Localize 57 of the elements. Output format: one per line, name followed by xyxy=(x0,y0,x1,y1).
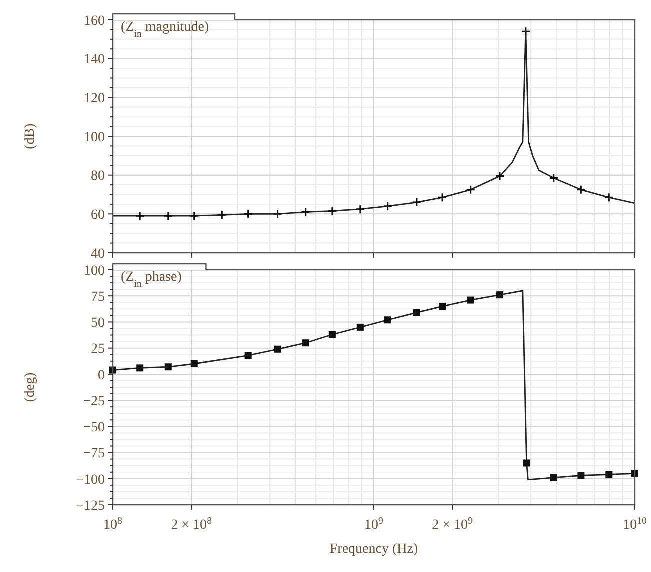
point xyxy=(412,198,422,208)
y-axis-title: (dB) xyxy=(23,123,38,150)
x-tick-label: 10$^{9}$ xyxy=(364,516,384,533)
point xyxy=(301,207,311,217)
point xyxy=(244,352,252,360)
point xyxy=(549,173,559,183)
point xyxy=(273,209,283,219)
point xyxy=(217,210,227,220)
x-tick-label: 2 × 10$^{8}$ xyxy=(171,516,212,533)
point xyxy=(550,474,558,482)
y-tick-label: 50 xyxy=(91,316,105,332)
chart-title: (Z$_{in}$ phase) xyxy=(121,270,182,290)
y-tick-label: 160 xyxy=(84,14,105,29)
point xyxy=(438,192,448,202)
y-tick-label: 80 xyxy=(91,169,105,184)
point xyxy=(164,211,174,221)
y-tick-label: 40 xyxy=(91,246,105,262)
point xyxy=(384,316,392,324)
point xyxy=(467,296,474,304)
x-axis-title: Frequency (Hz) xyxy=(330,542,418,557)
x-tick-label: 10$^{8}$ xyxy=(104,516,123,533)
point xyxy=(413,309,420,316)
y-tick-label: 0 xyxy=(98,368,105,384)
y-axis-title: (deg) xyxy=(23,372,38,402)
y-tick-label: 60 xyxy=(91,208,105,224)
y-tick-label: 75 xyxy=(91,290,105,306)
x-tick-label: 10$^{10}$ xyxy=(623,516,647,533)
point xyxy=(135,211,145,221)
point xyxy=(356,324,364,331)
point xyxy=(190,211,200,221)
point xyxy=(302,340,310,347)
y-tick-label: 140 xyxy=(84,52,105,68)
point xyxy=(576,185,586,195)
y-tick-label: 120 xyxy=(84,92,105,107)
point xyxy=(328,206,338,216)
point xyxy=(606,471,613,478)
point xyxy=(604,192,614,202)
y-tick-label: −100 xyxy=(76,472,105,488)
point xyxy=(578,472,585,480)
y-tick-label: 25 xyxy=(91,342,105,358)
point xyxy=(466,185,476,195)
y-tick-label: −75 xyxy=(83,446,105,462)
y-tick-label: 100 xyxy=(84,264,105,279)
point xyxy=(495,172,505,182)
x-tick-label: 2 × 10$^{9}$ xyxy=(432,516,474,533)
point xyxy=(274,346,282,353)
y-tick-label: −50 xyxy=(83,420,105,436)
point xyxy=(523,460,530,467)
y-tick-label: −125 xyxy=(76,498,105,514)
point xyxy=(439,303,446,310)
y-tick-label: 100 xyxy=(84,130,105,146)
point xyxy=(383,202,393,212)
point xyxy=(521,26,531,36)
chart-title: (Z$_{in}$ magnitude) xyxy=(121,20,210,40)
point xyxy=(328,331,336,338)
point xyxy=(356,204,366,214)
y-tick-label: −25 xyxy=(83,394,105,410)
